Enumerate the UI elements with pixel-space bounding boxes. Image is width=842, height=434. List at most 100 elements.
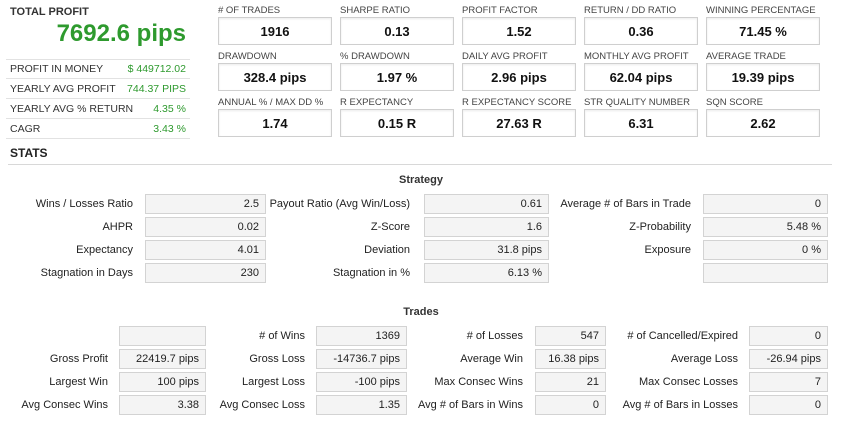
metric-label: WINNING PERCENTAGE <box>706 5 816 16</box>
trades-stat-label: Avg # of Bars in Wins <box>418 399 523 411</box>
metric-winning-percentage: WINNING PERCENTAGE 71.45 % <box>706 4 820 48</box>
trades-stat-value: 21 <box>535 372 606 392</box>
summary-row-label: CAGR <box>10 122 41 135</box>
metric-value: 2.96 pips <box>462 63 576 91</box>
strategy-stat-value: 6.13 % <box>424 263 549 283</box>
strategy-stat-value: 0 <box>703 194 828 214</box>
summary-panel: TOTAL PROFIT 7692.6 pips PROFIT IN MONEY… <box>6 4 190 139</box>
metric-label: ANNUAL % / MAX DD % <box>218 97 324 108</box>
metric-value: 1916 <box>218 17 332 45</box>
total-profit-label: TOTAL PROFIT <box>10 6 89 18</box>
metric-label: DAILY AVG PROFIT <box>462 51 548 62</box>
strategy-stat-label: Stagnation in % <box>332 267 410 279</box>
strategy-stat-value: 1.6 <box>424 217 549 237</box>
stats-title: STATS <box>10 146 48 160</box>
trades-stat-label: Avg Consec Loss <box>219 399 305 411</box>
metric-value: 1.97 % <box>340 63 454 91</box>
metric-label: MONTHLY AVG PROFIT <box>584 51 689 62</box>
metric-label: AVERAGE TRADE <box>706 51 786 62</box>
metric-label: SHARPE RATIO <box>340 5 411 16</box>
trades-stat-value: 22419.7 pips <box>119 349 206 369</box>
trades-stat-value: -100 pips <box>316 372 407 392</box>
metric-label: DRAWDOWN <box>218 51 277 62</box>
trades-stat-label: Largest Loss <box>242 376 305 388</box>
trades-stat-value: 1.35 <box>316 395 407 415</box>
trades-stat-label: Avg Consec Wins <box>21 399 108 411</box>
summary-row-profit-in-money: PROFIT IN MONEY $ 449712.02 <box>6 59 190 79</box>
strategy-stat-label: Exposure <box>644 244 691 256</box>
strategy-stat-value: 0.61 <box>424 194 549 214</box>
trades-stat-value: 7 <box>749 372 828 392</box>
summary-row-value: 3.43 % <box>153 122 186 135</box>
metric-value: 0.13 <box>340 17 454 45</box>
trades-stat-label: Max Consec Losses <box>638 376 738 388</box>
trades-stat-value: 16.38 pips <box>535 349 606 369</box>
metric-value: 328.4 pips <box>218 63 332 91</box>
metric-str-quality-number: STR QUALITY NUMBER 6.31 <box>584 96 698 140</box>
metric-label: PROFIT FACTOR <box>462 5 538 16</box>
strategy-stat-label: Stagnation in Days <box>40 267 133 279</box>
summary-row-value: 4.35 % <box>153 102 186 115</box>
metric-drawdown: DRAWDOWN 328.4 pips <box>218 50 332 94</box>
metric-value: 1.52 <box>462 17 576 45</box>
metric-r-expectancy: R EXPECTANCY 0.15 R <box>340 96 454 140</box>
summary-row-label: YEARLY AVG PROFIT <box>10 82 116 95</box>
metric-label: STR QUALITY NUMBER <box>584 97 690 108</box>
trades-stat-value: 100 pips <box>119 372 206 392</box>
metric-annual-max-dd: ANNUAL % / MAX DD % 1.74 <box>218 96 332 140</box>
metric-r-expectancy-score: R EXPECTANCY SCORE 27.63 R <box>462 96 576 140</box>
metric-percent-drawdown: % DRAWDOWN 1.97 % <box>340 50 454 94</box>
strategy-stat-label: AHPR <box>102 221 133 233</box>
strategy-stat-label: Wins / Losses Ratio <box>35 198 133 210</box>
metrics-grid: # OF TRADES 1916 SHARPE RATIO 0.13 PROFIT … <box>218 4 830 140</box>
strategy-stat-value: 31.8 pips <box>424 240 549 260</box>
metric-daily-avg-profit: DAILY AVG PROFIT 2.96 pips <box>462 50 576 94</box>
strategy-stat-label: Expectancy <box>76 244 133 256</box>
strategy-stat-value: 0 % <box>703 240 828 260</box>
trades-stat-value: 547 <box>535 326 606 346</box>
metric-value: 19.39 pips <box>706 63 820 91</box>
trades-stat-value: 0 <box>749 395 828 415</box>
strategy-stat-label: Deviation <box>364 244 410 256</box>
trades-stat-label: # of Wins <box>259 330 305 342</box>
metric-average-trade: AVERAGE TRADE 19.39 pips <box>706 50 820 94</box>
strategy-stat-value: 2.5 <box>145 194 266 214</box>
metric-return-dd-ratio: RETURN / DD RATIO 0.36 <box>584 4 698 48</box>
metric-sharpe-ratio: SHARPE RATIO 0.13 <box>340 4 454 48</box>
metric-num-trades: # OF TRADES 1916 <box>218 4 332 48</box>
metric-label: R EXPECTANCY <box>340 97 414 108</box>
metric-profit-factor: PROFIT FACTOR 1.52 <box>462 4 576 48</box>
metric-label: # OF TRADES <box>218 5 281 16</box>
trades-stat-value: 0 <box>749 326 828 346</box>
strategy-stat-label: Z-Score <box>370 221 410 233</box>
trades-stat-label: Average Win <box>460 353 523 365</box>
trades-stat-value: -14736.7 pips <box>316 349 407 369</box>
strategy-stat-value: 230 <box>145 263 266 283</box>
summary-row-yearly-avg-return: YEARLY AVG % RETURN 4.35 % <box>6 99 190 119</box>
stats-divider <box>8 164 832 165</box>
summary-row-value: 744.37 PIPS <box>127 82 186 95</box>
summary-row-value: $ 449712.02 <box>127 63 186 75</box>
metric-value: 71.45 % <box>706 17 820 45</box>
summary-list: PROFIT IN MONEY $ 449712.02 YEARLY AVG P… <box>6 59 190 139</box>
trades-stat-label: Average Loss <box>670 353 738 365</box>
metric-value: 2.62 <box>706 109 820 137</box>
metric-label: SQN SCORE <box>706 97 764 108</box>
metric-value: 62.04 pips <box>584 63 698 91</box>
trades-stat-value <box>119 326 206 346</box>
summary-row-label: PROFIT IN MONEY <box>10 63 104 75</box>
metric-label: RETURN / DD RATIO <box>584 5 677 16</box>
trades-section-title: Trades <box>403 306 439 318</box>
metric-value: 1.74 <box>218 109 332 137</box>
strategy-stat-value: 5.48 % <box>703 217 828 237</box>
trades-stat-label: # of Losses <box>466 330 523 342</box>
strategy-stat-value: 4.01 <box>145 240 266 260</box>
trades-stat-label: Gross Profit <box>49 353 108 365</box>
strategy-stat-label: Payout Ratio (Avg Win/Loss) <box>269 198 410 210</box>
summary-row-cagr: CAGR 3.43 % <box>6 119 190 139</box>
strategy-stat-value: 0.02 <box>145 217 266 237</box>
trades-stat-value: 3.38 <box>119 395 206 415</box>
trades-stat-label: Avg # of Bars in Losses <box>622 399 738 411</box>
total-profit-value: 7692.6 pips <box>56 20 186 47</box>
trades-stat-value: -26.94 pips <box>749 349 828 369</box>
